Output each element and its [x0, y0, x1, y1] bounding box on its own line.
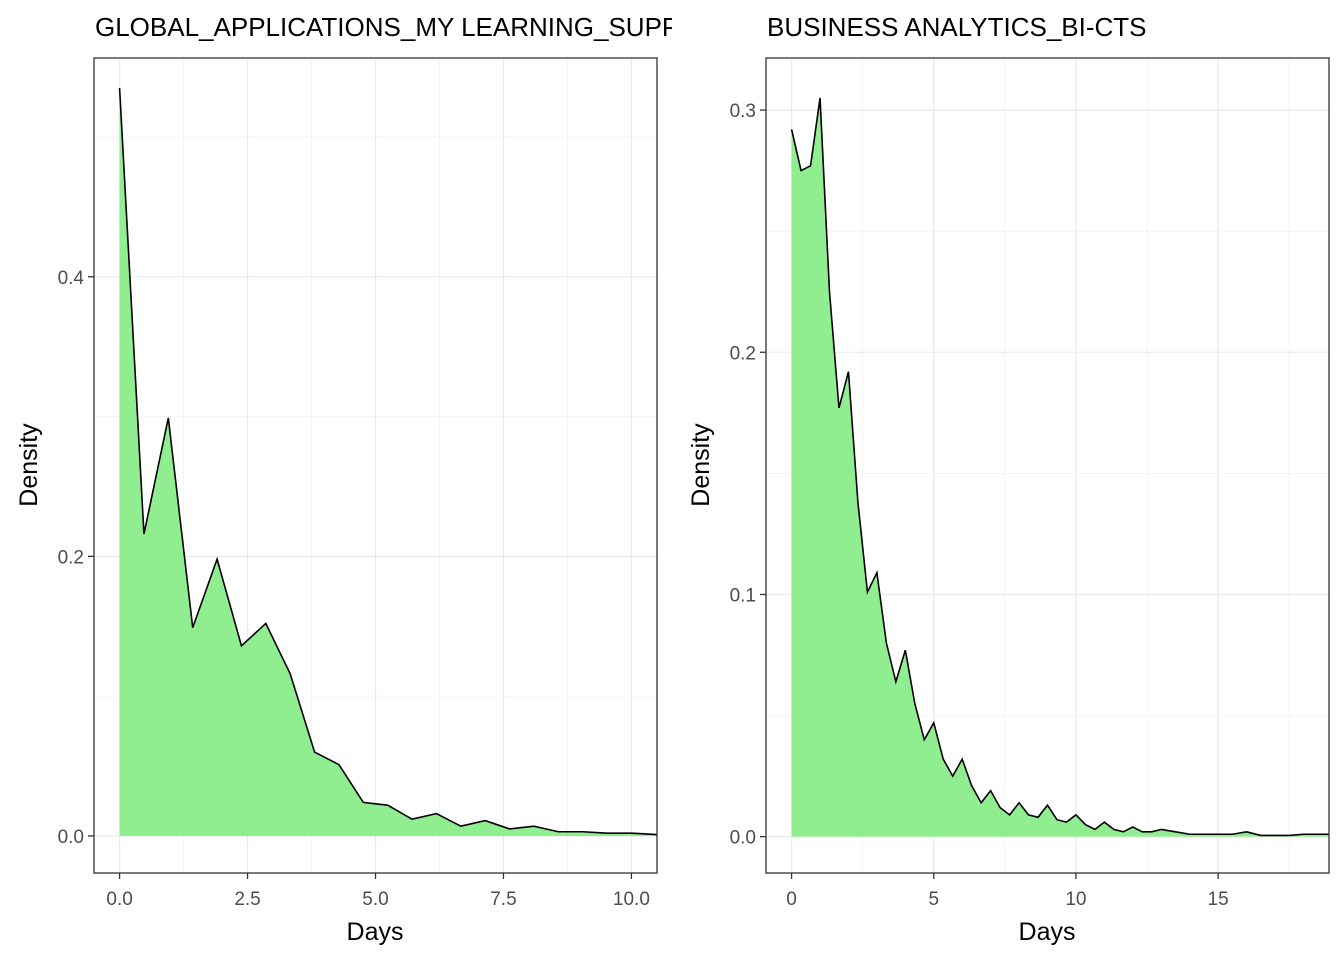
density-panel-1: 0.0 2.5 5.0 7.5 10.0 0.0 0.2 0.4 GLOBAL_APPLIC…: [15, 12, 734, 946]
y-tick-label: 0.3: [730, 101, 756, 122]
y-tick-label: 0.0: [730, 828, 756, 849]
y-axis-title: Density: [15, 423, 43, 507]
x-tick-label: 7.5: [490, 889, 516, 910]
density-panel-2: 0 5 10 15 0.0 0.1 0.2 0.3 BUSINESS ANALYTICS_B…: [687, 12, 1330, 946]
x-tick-label: 15: [1208, 889, 1229, 910]
x-axis-title: Days: [347, 918, 404, 946]
x-tick-label: 0.0: [106, 889, 132, 910]
y-axis-ticks: 0.0 0.2 0.4: [58, 268, 94, 848]
y-axis-title: Density: [687, 423, 715, 507]
y-tick-label: 0.0: [58, 827, 84, 848]
x-tick-label: 5.0: [362, 889, 388, 910]
y-tick-label: 0.2: [58, 547, 84, 568]
panel-border: [765, 57, 1330, 874]
y-axis-ticks: 0.0 0.1 0.2 0.3: [730, 101, 766, 849]
x-tick-label: 10: [1065, 889, 1086, 910]
density-line: [118, 88, 657, 836]
y-tick-label: 0.4: [58, 268, 85, 289]
y-tick-label: 0.1: [730, 585, 756, 606]
x-tick-label: 0: [786, 889, 797, 910]
y-tick-label: 0.2: [730, 343, 756, 364]
x-tick-label: 2.5: [234, 889, 260, 910]
x-tick-label: 10.0: [613, 889, 650, 910]
density-area-series: [118, 88, 657, 836]
density-area-fill: [791, 97, 1329, 837]
x-axis-title: Days: [1019, 918, 1076, 946]
x-axis-ticks: 0 5 10 15: [786, 873, 1229, 910]
panel-title: GLOBAL_APPLICATIONS_MY LEARNING_SUPPORT: [95, 12, 734, 42]
x-tick-label: 5: [928, 889, 939, 910]
density-line: [790, 97, 1329, 837]
density-area-series: [790, 97, 1329, 837]
x-axis-ticks: 0.0 2.5 5.0 7.5 10.0: [106, 873, 650, 910]
density-area-fill: [119, 88, 657, 836]
panel-title: BUSINESS ANALYTICS_BI-CTS: [767, 12, 1147, 42]
